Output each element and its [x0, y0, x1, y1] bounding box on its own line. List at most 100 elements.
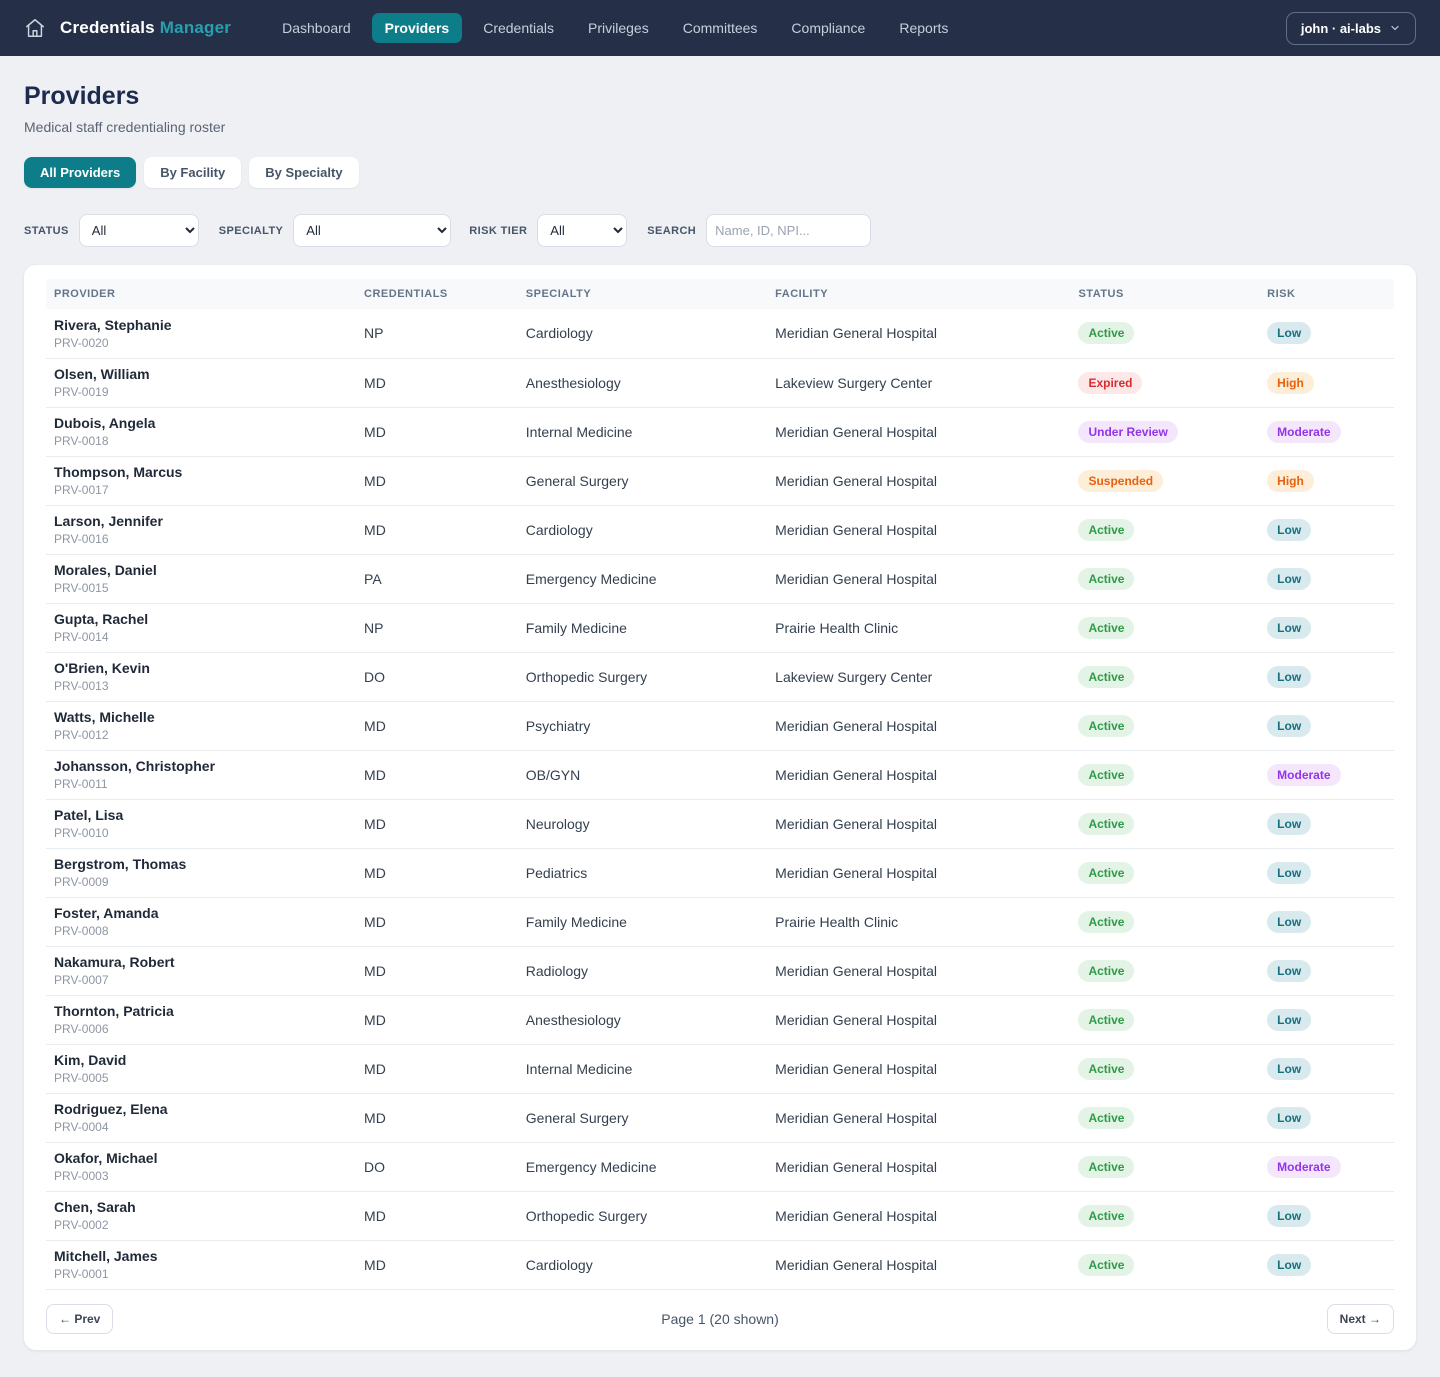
provider-name: Thornton, Patricia	[54, 1003, 348, 1019]
provider-credentials: MD	[356, 358, 518, 407]
provider-name: Johansson, Christopher	[54, 758, 348, 774]
table-row[interactable]: Larson, JenniferPRV-0016MDCardiologyMeri…	[46, 505, 1394, 554]
provider-facility: Lakeview Surgery Center	[767, 358, 1070, 407]
provider-specialty: Emergency Medicine	[518, 1142, 767, 1191]
table-row[interactable]: Gupta, RachelPRV-0014NPFamily MedicinePr…	[46, 603, 1394, 652]
table-row[interactable]: Dubois, AngelaPRV-0018MDInternal Medicin…	[46, 407, 1394, 456]
provider-facility: Meridian General Hospital	[767, 799, 1070, 848]
user-menu[interactable]: john · ai-labs	[1286, 12, 1416, 45]
provider-id: PRV-0004	[54, 1120, 348, 1134]
provider-specialty: Internal Medicine	[518, 1044, 767, 1093]
home-icon[interactable]	[24, 17, 46, 39]
risk-badge: High	[1267, 372, 1314, 394]
status-badge: Active	[1078, 568, 1134, 590]
table-row[interactable]: Johansson, ChristopherPRV-0011MDOB/GYNMe…	[46, 750, 1394, 799]
provider-facility: Meridian General Hospital	[767, 554, 1070, 603]
prev-page-button[interactable]: ← Prev	[46, 1304, 113, 1334]
status-badge: Active	[1078, 960, 1134, 982]
table-row[interactable]: Rivera, StephaniePRV-0020NPCardiologyMer…	[46, 309, 1394, 358]
table-row[interactable]: Bergstrom, ThomasPRV-0009MDPediatricsMer…	[46, 848, 1394, 897]
table-row[interactable]: O'Brien, KevinPRV-0013DOOrthopedic Surge…	[46, 652, 1394, 701]
tab-by-specialty[interactable]: By Specialty	[249, 157, 358, 188]
table-row[interactable]: Okafor, MichaelPRV-0003DOEmergency Medic…	[46, 1142, 1394, 1191]
nav-item-compliance[interactable]: Compliance	[778, 13, 878, 43]
risk-tier-filter-label: RISK TIER	[469, 225, 527, 237]
risk-badge: Moderate	[1267, 1156, 1340, 1178]
search-input[interactable]	[706, 214, 871, 247]
provider-specialty: Cardiology	[518, 1240, 767, 1289]
provider-credentials: MD	[356, 848, 518, 897]
provider-id: PRV-0012	[54, 728, 348, 742]
provider-credentials: MD	[356, 701, 518, 750]
provider-id: PRV-0016	[54, 532, 348, 546]
provider-facility: Meridian General Hospital	[767, 1093, 1070, 1142]
provider-id: PRV-0007	[54, 973, 348, 987]
table-row[interactable]: Watts, MichellePRV-0012MDPsychiatryMerid…	[46, 701, 1394, 750]
risk-badge: Low	[1267, 568, 1311, 590]
status-badge: Under Review	[1078, 421, 1177, 443]
main-content: Providers Medical staff credentialing ro…	[0, 82, 1440, 1350]
page-subtitle: Medical staff credentialing roster	[24, 119, 1416, 135]
provider-id: PRV-0014	[54, 630, 348, 644]
table-row[interactable]: Mitchell, JamesPRV-0001MDCardiologyMerid…	[46, 1240, 1394, 1289]
next-page-button[interactable]: Next →	[1327, 1304, 1394, 1334]
provider-name: Watts, Michelle	[54, 709, 348, 725]
column-header-credentials: CREDENTIALS	[356, 279, 518, 309]
provider-credentials: MD	[356, 995, 518, 1044]
main-nav: Dashboard ProvidersCredentials Privileges C…	[269, 13, 961, 43]
provider-facility: Meridian General Hospital	[767, 848, 1070, 897]
column-header-status: STATUS	[1070, 279, 1259, 309]
nav-item-credentials[interactable]: Credentials	[470, 13, 567, 43]
nav-item-providers[interactable]: Providers	[372, 13, 463, 43]
status-badge: Active	[1078, 911, 1134, 933]
table-row[interactable]: Chen, SarahPRV-0002MDOrthopedic SurgeryM…	[46, 1191, 1394, 1240]
provider-name: Gupta, Rachel	[54, 611, 348, 627]
provider-specialty: Orthopedic Surgery	[518, 652, 767, 701]
table-row[interactable]: Thompson, MarcusPRV-0017MDGeneral Surger…	[46, 456, 1394, 505]
provider-credentials: MD	[356, 1093, 518, 1142]
risk-badge: Low	[1267, 322, 1311, 344]
nav-item-reports[interactable]: Reports	[886, 13, 961, 43]
table-row[interactable]: Morales, DanielPRV-0015PAEmergency Medic…	[46, 554, 1394, 603]
table-row[interactable]: Patel, LisaPRV-0010MDNeurologyMeridian G…	[46, 799, 1394, 848]
risk-tier-filter-select[interactable]: All	[537, 214, 627, 247]
provider-name: Olsen, William	[54, 366, 348, 382]
top-navbar: CredentialsManager DashboardProvidersCre…	[0, 0, 1440, 56]
page-title: Providers	[24, 82, 1416, 111]
risk-badge: Low	[1267, 1009, 1311, 1031]
table-row[interactable]: Olsen, WilliamPRV-0019MDAnesthesiologyLa…	[46, 358, 1394, 407]
provider-name: Patel, Lisa	[54, 807, 348, 823]
provider-specialty: Orthopedic Surgery	[518, 1191, 767, 1240]
risk-badge: Low	[1267, 1058, 1311, 1080]
provider-name: Morales, Daniel	[54, 562, 348, 578]
page-info: Page 1 (20 shown)	[136, 1311, 1304, 1327]
table-row[interactable]: Nakamura, RobertPRV-0007MDRadiologyMerid…	[46, 946, 1394, 995]
provider-facility: Meridian General Hospital	[767, 309, 1070, 358]
status-badge: Active	[1078, 715, 1134, 737]
provider-credentials: MD	[356, 750, 518, 799]
table-row[interactable]: Rodriguez, ElenaPRV-0004MDGeneral Surger…	[46, 1093, 1394, 1142]
provider-credentials: MD	[356, 897, 518, 946]
table-row[interactable]: Kim, DavidPRV-0005MDInternal MedicineMer…	[46, 1044, 1394, 1093]
nav-item-dashboard[interactable]: Dashboard	[269, 13, 364, 43]
column-header-provider: PROVIDER	[46, 279, 356, 309]
risk-badge: Moderate	[1267, 421, 1340, 443]
specialty-filter-label: SPECIALTY	[219, 225, 284, 237]
tab-by-facility[interactable]: By Facility	[144, 157, 241, 188]
risk-badge: Moderate	[1267, 764, 1340, 786]
status-badge: Active	[1078, 617, 1134, 639]
table-row[interactable]: Foster, AmandaPRV-0008MDFamily MedicineP…	[46, 897, 1394, 946]
provider-id: PRV-0005	[54, 1071, 348, 1085]
status-badge: Active	[1078, 1254, 1134, 1276]
provider-name: Okafor, Michael	[54, 1150, 348, 1166]
nav-item-privileges[interactable]: Privileges	[575, 13, 662, 43]
provider-name: Dubois, Angela	[54, 415, 348, 431]
specialty-filter-select[interactable]: All	[293, 214, 451, 247]
risk-badge: High	[1267, 470, 1314, 492]
provider-facility: Prairie Health Clinic	[767, 603, 1070, 652]
nav-item-committees[interactable]: Committees	[670, 13, 771, 43]
provider-facility: Meridian General Hospital	[767, 456, 1070, 505]
tab-all-providers[interactable]: All Providers	[24, 157, 136, 188]
table-row[interactable]: Thornton, PatriciaPRV-0006MDAnesthesiolo…	[46, 995, 1394, 1044]
status-filter-select[interactable]: All	[79, 214, 199, 247]
